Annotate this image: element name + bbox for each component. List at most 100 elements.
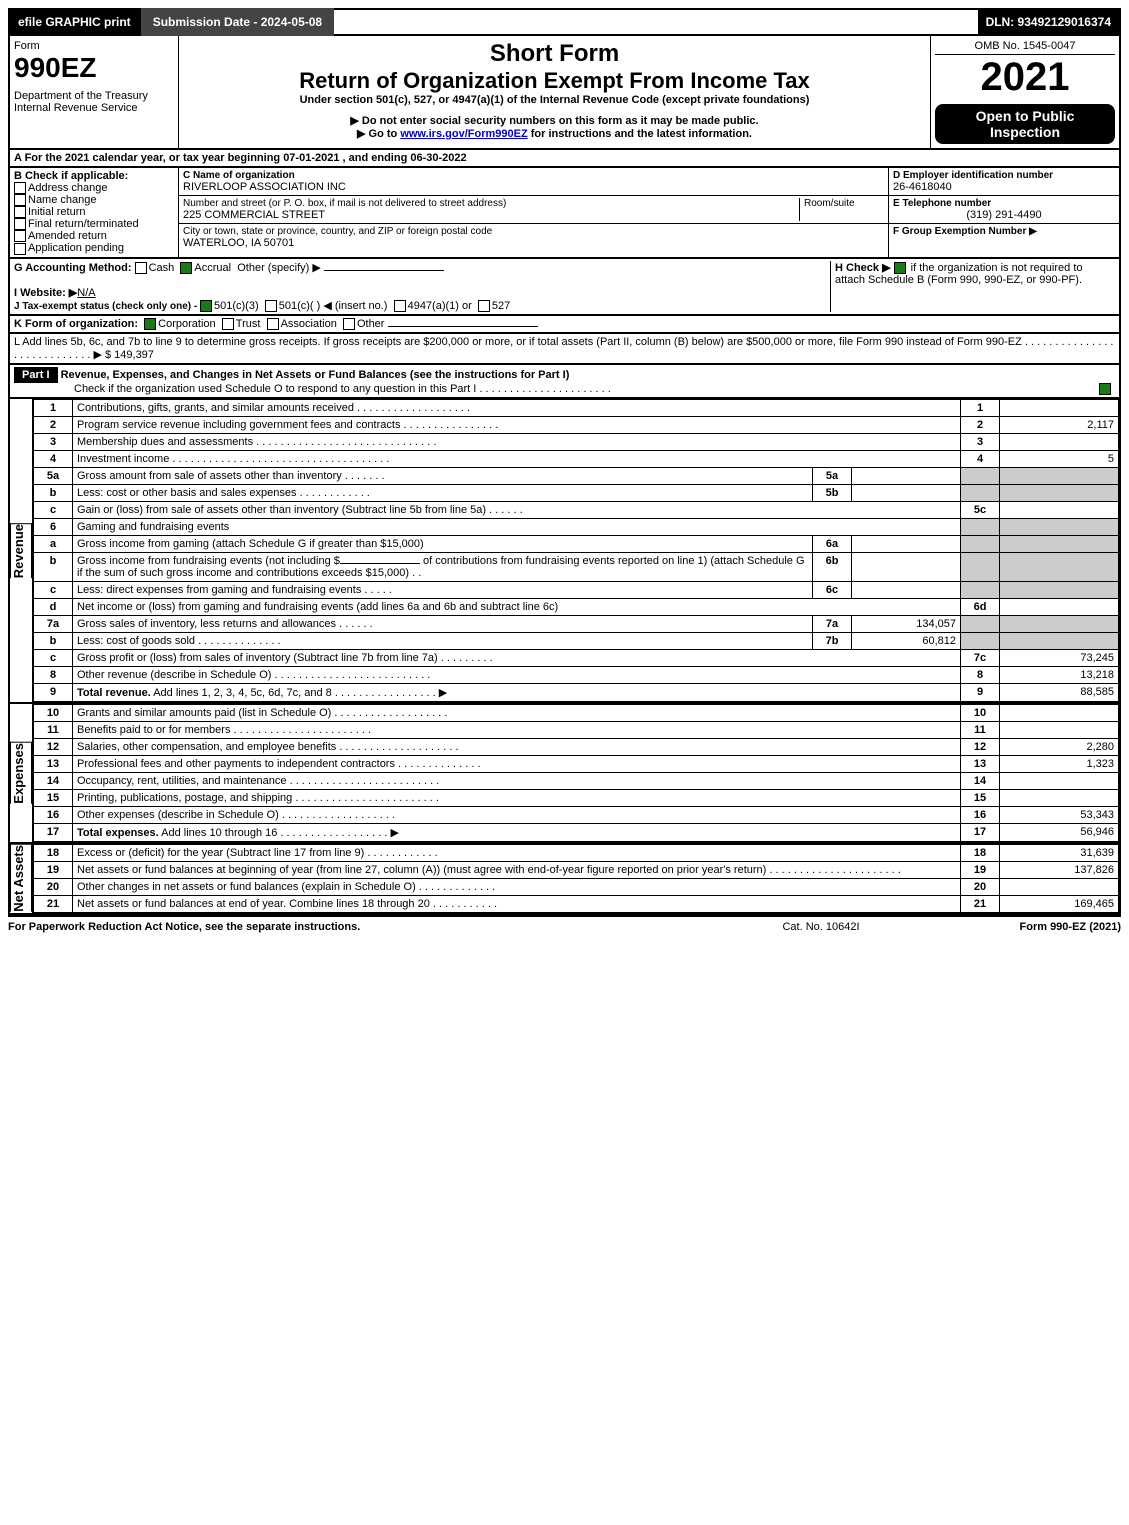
check-final-return[interactable]: Final return/terminated bbox=[14, 218, 174, 230]
shade bbox=[961, 581, 1000, 598]
desc-bold: Total expenses. bbox=[77, 827, 159, 839]
omb-number: OMB No. 1545-0047 bbox=[935, 40, 1115, 55]
revenue-vlabel: Revenue bbox=[10, 523, 32, 578]
efile-print-label[interactable]: efile GRAPHIC print bbox=[10, 8, 139, 36]
check-schedule-o[interactable] bbox=[1099, 383, 1111, 395]
tax-year: 2021 bbox=[935, 55, 1115, 100]
page-footer: For Paperwork Reduction Act Notice, see … bbox=[8, 915, 1121, 937]
line-val bbox=[1000, 598, 1119, 615]
line-no: 20 bbox=[34, 878, 73, 895]
line-no: 16 bbox=[34, 806, 73, 823]
desc-pre: Gross income from fundraising events (no… bbox=[77, 555, 340, 567]
other-org-input[interactable] bbox=[388, 326, 538, 327]
line-box: 8 bbox=[961, 666, 1000, 683]
line-desc: Other expenses (describe in Schedule O) … bbox=[73, 806, 961, 823]
line-val bbox=[1000, 878, 1119, 895]
section-h: H Check ▶ if the organization is not req… bbox=[830, 261, 1115, 312]
netassets-section: Net Assets 18Excess or (deficit) for the… bbox=[8, 842, 1121, 915]
website-value: N/A bbox=[77, 287, 95, 299]
line-val bbox=[1000, 704, 1119, 721]
shade bbox=[961, 518, 1000, 535]
opt-527: 527 bbox=[492, 300, 510, 312]
contrib-input[interactable] bbox=[340, 563, 420, 564]
check-label: Address change bbox=[28, 182, 108, 194]
check-corp[interactable] bbox=[144, 318, 156, 330]
check-4947[interactable] bbox=[394, 300, 406, 312]
opt-4947: 4947(a)(1) or bbox=[408, 300, 472, 312]
part-1-header: Part I Revenue, Expenses, and Changes in… bbox=[8, 365, 1121, 399]
opt-501c3: 501(c)(3) bbox=[214, 300, 259, 312]
footer-pre: Form bbox=[1020, 921, 1051, 933]
dln-number: DLN: 93492129016374 bbox=[978, 8, 1119, 36]
check-501c3[interactable] bbox=[200, 300, 212, 312]
line-desc: Net assets or fund balances at beginning… bbox=[73, 861, 961, 878]
submission-date: Submission Date - 2024-05-08 bbox=[139, 8, 334, 36]
check-amended[interactable]: Amended return bbox=[14, 230, 174, 242]
addr-label: Number and street (or P. O. box, if mail… bbox=[183, 198, 799, 209]
form-header: Form 990EZ Department of the Treasury In… bbox=[8, 36, 1121, 150]
g-label: G Accounting Method: bbox=[14, 262, 132, 274]
line-no: 1 bbox=[34, 399, 73, 416]
check-501c[interactable] bbox=[265, 300, 277, 312]
opt-other: Other (specify) ▶ bbox=[237, 262, 321, 274]
line-no: b bbox=[34, 484, 73, 501]
row-k: K Form of organization: Corporation Trus… bbox=[8, 316, 1121, 334]
line-no: c bbox=[34, 649, 73, 666]
check-trust[interactable] bbox=[222, 318, 234, 330]
footer-cat-no: Cat. No. 10642I bbox=[721, 921, 921, 933]
form-subtitle: Under section 501(c), 527, or 4947(a)(1)… bbox=[183, 94, 926, 106]
check-h[interactable] bbox=[894, 262, 906, 274]
expenses-table: 10Grants and similar amounts paid (list … bbox=[33, 704, 1119, 842]
sub-no: 6c bbox=[813, 581, 852, 598]
org-city: WATERLOO, IA 50701 bbox=[183, 237, 884, 249]
line-no: 8 bbox=[34, 666, 73, 683]
line-box: 7c bbox=[961, 649, 1000, 666]
line-desc: Gain or (loss) from sale of assets other… bbox=[73, 501, 961, 518]
expenses-vlabel: Expenses bbox=[10, 742, 32, 804]
line-desc: Investment income . . . . . . . . . . . … bbox=[73, 450, 961, 467]
k-label: K Form of organization: bbox=[14, 318, 138, 330]
line-box: 19 bbox=[961, 861, 1000, 878]
line-no: d bbox=[34, 598, 73, 615]
check-pending[interactable]: Application pending bbox=[14, 242, 174, 254]
line-no: 12 bbox=[34, 738, 73, 755]
footer-left: For Paperwork Reduction Act Notice, see … bbox=[8, 921, 721, 933]
section-g: G Accounting Method: Cash Accrual Other … bbox=[14, 261, 830, 312]
line-box: 18 bbox=[961, 844, 1000, 861]
warn-link-row: ▶ Go to www.irs.gov/Form990EZ for instru… bbox=[183, 127, 926, 140]
check-527[interactable] bbox=[478, 300, 490, 312]
line-no: b bbox=[34, 632, 73, 649]
sub-no: 5a bbox=[813, 467, 852, 484]
check-other-org[interactable] bbox=[343, 318, 355, 330]
line-desc: Excess or (deficit) for the year (Subtra… bbox=[73, 844, 961, 861]
line-box: 10 bbox=[961, 704, 1000, 721]
tel-label: E Telephone number bbox=[893, 198, 1115, 209]
other-input[interactable] bbox=[324, 270, 444, 271]
city-label: City or town, state or province, country… bbox=[183, 226, 884, 237]
org-street: 225 COMMERCIAL STREET bbox=[183, 209, 799, 221]
irs-link[interactable]: www.irs.gov/Form990EZ bbox=[400, 128, 527, 140]
header-left: Form 990EZ Department of the Treasury In… bbox=[10, 36, 179, 148]
shade bbox=[1000, 632, 1119, 649]
check-cash[interactable] bbox=[135, 262, 147, 274]
line-val bbox=[1000, 721, 1119, 738]
group-label: F Group Exemption Number ▶ bbox=[893, 226, 1115, 237]
sub-no: 7b bbox=[813, 632, 852, 649]
line-val: 2,117 bbox=[1000, 416, 1119, 433]
part-1-title: Revenue, Expenses, and Changes in Net As… bbox=[61, 369, 570, 381]
section-c: C Name of organization RIVERLOOP ASSOCIA… bbox=[179, 168, 889, 257]
section-d-f: D Employer identification number 26-4618… bbox=[889, 168, 1119, 257]
line-no: 5a bbox=[34, 467, 73, 484]
line-desc: Gross income from gaming (attach Schedul… bbox=[73, 535, 813, 552]
check-address-change[interactable]: Address change bbox=[14, 182, 174, 194]
l-value: 149,397 bbox=[114, 349, 154, 361]
line-desc: Benefits paid to or for members . . . . … bbox=[73, 721, 961, 738]
line-no: 21 bbox=[34, 895, 73, 912]
check-initial-return[interactable]: Initial return bbox=[14, 206, 174, 218]
footer-right: Form 990-EZ (2021) bbox=[921, 921, 1121, 933]
line-val: 31,639 bbox=[1000, 844, 1119, 861]
opt-other-org: Other bbox=[357, 318, 385, 330]
check-name-change[interactable]: Name change bbox=[14, 194, 174, 206]
check-assoc[interactable] bbox=[267, 318, 279, 330]
check-accrual[interactable] bbox=[180, 262, 192, 274]
